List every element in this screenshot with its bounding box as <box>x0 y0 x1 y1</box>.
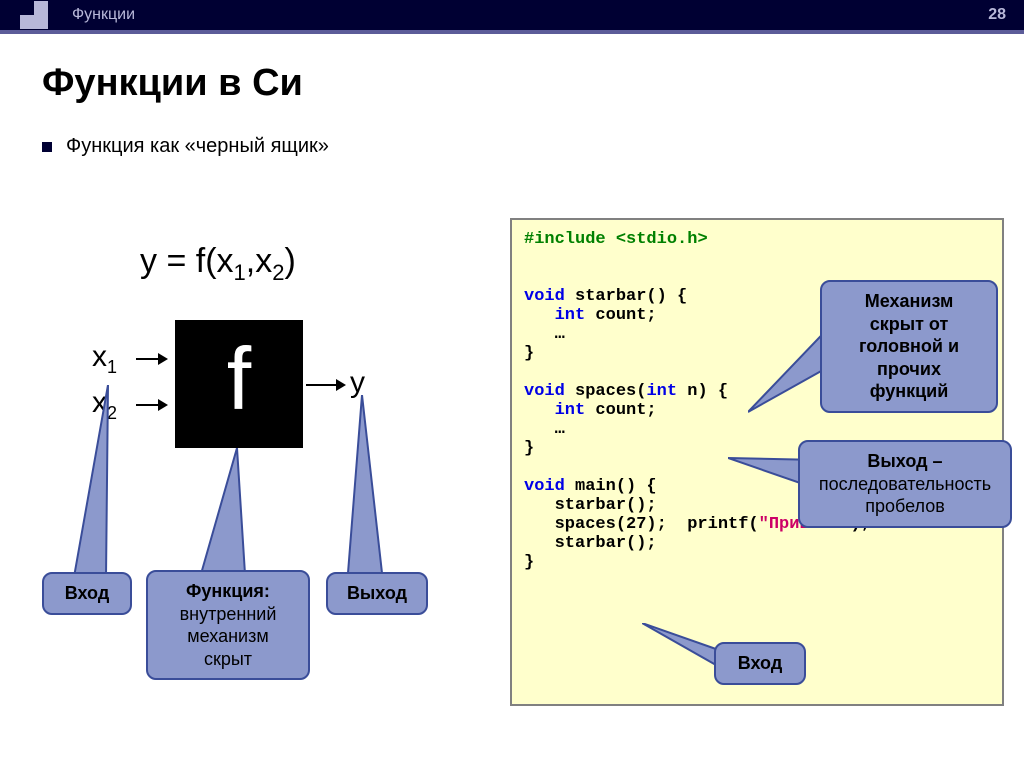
callout-input: Вход <box>42 572 132 615</box>
code-kw: <stdio.h> <box>606 230 708 249</box>
code-kw: void <box>524 477 565 496</box>
equation-text: y = f(x1,x2) <box>140 242 296 286</box>
callout-function: Функция: внутренний механизм скрыт <box>146 570 310 680</box>
code-text: starbar(); <box>524 496 657 515</box>
callout-outseq: Выход – последовательность пробелов <box>798 440 1012 528</box>
wedge-function-icon <box>195 448 255 578</box>
code-kw: #include <box>524 230 606 249</box>
callout-output-label: Выход <box>347 583 407 603</box>
code-text: main() { <box>565 477 657 496</box>
code-text: spaces(27); printf( <box>524 515 759 534</box>
code-text: n) { <box>677 382 728 401</box>
slide-header: Функции 28 <box>0 0 1024 34</box>
callout-code-input-label: Вход <box>738 653 783 673</box>
eq-sub: 2 <box>272 260 284 285</box>
eq-part: ,x <box>246 242 272 280</box>
bullet-item: Функция как «черный ящик» <box>42 135 329 158</box>
code-text: starbar() { <box>565 287 687 306</box>
slide-title: Функции в Си <box>42 62 303 105</box>
code-kw: int <box>646 382 677 401</box>
eq-part: y = f(x <box>140 242 234 280</box>
header-logo-icon <box>20 1 48 29</box>
blackbox-f-label: f <box>175 320 303 438</box>
wedge-input-icon <box>62 385 122 585</box>
arrow-y-icon <box>306 384 344 386</box>
callout-output: Выход <box>326 572 428 615</box>
callout-input-label: Вход <box>65 583 110 603</box>
code-text: } <box>524 344 534 363</box>
eq-part: ) <box>284 242 295 280</box>
code-text: count; <box>585 401 656 420</box>
arrow-x1-icon <box>136 358 166 360</box>
bullet-text: Функция как «черный ящик» <box>66 135 329 158</box>
code-text: starbar(); <box>524 534 657 553</box>
input-x1-label: x1 <box>92 340 117 378</box>
callout-outseq-title: Выход – <box>867 451 942 471</box>
callout-mechanism-text: Механизм скрыт от головной и прочих функ… <box>859 291 959 401</box>
header-section-label: Функции <box>72 6 135 24</box>
code-text: spaces( <box>565 382 647 401</box>
code-text: … <box>524 325 565 344</box>
code-kw: void <box>524 287 565 306</box>
code-text: count; <box>585 306 656 325</box>
wedge-output-icon <box>342 395 392 577</box>
code-kw: int <box>524 306 585 325</box>
callout-mechanism: Механизм скрыт от головной и прочих функ… <box>820 280 998 413</box>
callout-function-body: внутренний механизм скрыт <box>180 604 277 669</box>
callout-outseq-body: последовательность пробелов <box>819 474 991 517</box>
code-text: } <box>524 553 534 572</box>
eq-sub: 1 <box>234 260 246 285</box>
page-number: 28 <box>988 6 1006 24</box>
code-text: … <box>524 420 565 439</box>
code-kw: void <box>524 382 565 401</box>
code-kw: int <box>524 401 585 420</box>
code-text: } <box>524 439 534 458</box>
callout-function-title: Функция: <box>186 581 270 601</box>
arrow-x2-icon <box>136 404 166 406</box>
callout-code-input: Вход <box>714 642 806 685</box>
blackbox-function: f <box>175 320 303 448</box>
bullet-marker-icon <box>42 142 52 152</box>
